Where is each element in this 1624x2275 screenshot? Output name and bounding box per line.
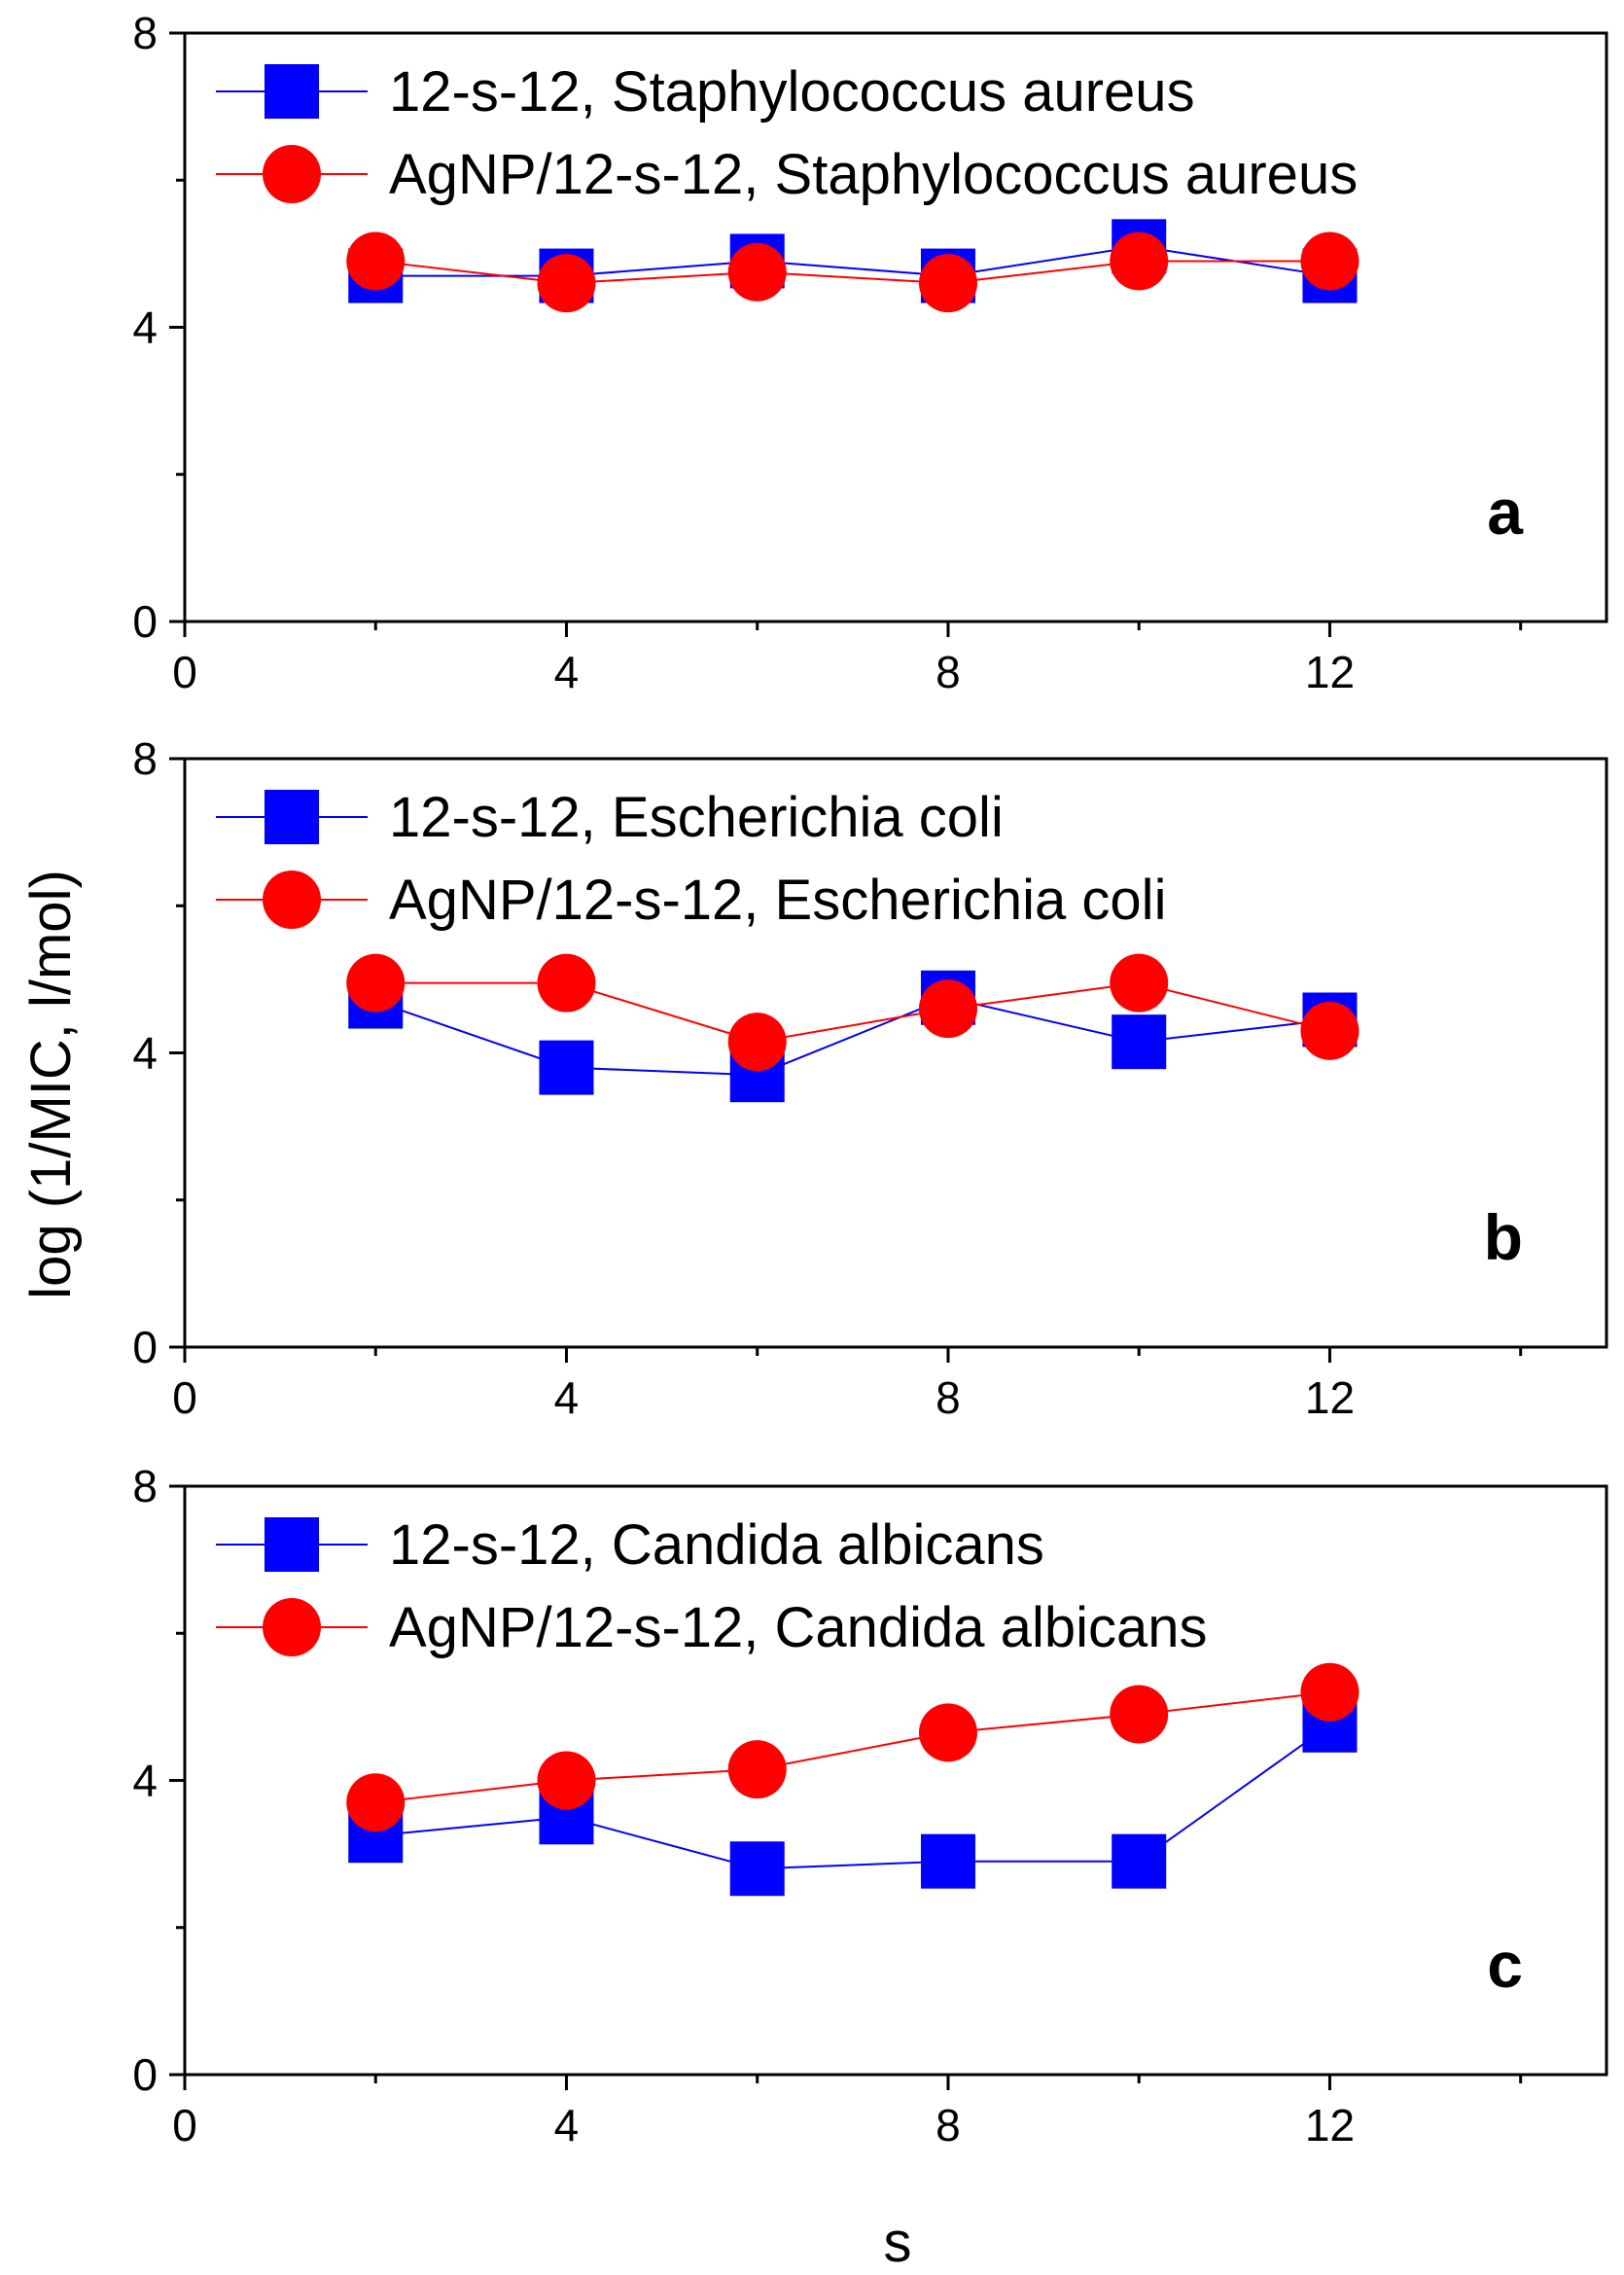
series-line-2 <box>375 1690 1330 1804</box>
x-tick-label: 8 <box>936 1372 961 1423</box>
y-tick-label: 0 <box>132 596 158 647</box>
panel-letter: c <box>1487 1929 1523 2001</box>
data-point-circle <box>727 242 787 302</box>
data-point-circle <box>918 979 977 1039</box>
data-point-circle <box>918 1703 977 1762</box>
data-point-circle <box>346 953 406 1013</box>
x-tick-label: 0 <box>172 2100 197 2151</box>
panels: 0 4 8 12 0 4 8 12-s-12, Staphylococcus aureus Ag… <box>132 8 1608 2151</box>
legend-entry-label: AgNP/12-s-12, Staphylococcus aureus <box>389 143 1358 206</box>
panel-letter: a <box>1487 476 1524 548</box>
x-tick-label: 4 <box>554 2100 580 2151</box>
data-point-circle <box>1110 231 1169 291</box>
data-point-circle <box>727 1013 787 1072</box>
data-point-square <box>1112 1833 1167 1889</box>
legend-marker-square <box>265 790 319 844</box>
x-tick-label: 12 <box>1305 1372 1355 1423</box>
series-line-1 <box>375 1724 1331 1870</box>
data-point-circle <box>918 254 977 313</box>
x-tick-label: 12 <box>1305 647 1355 697</box>
x-tick-label: 4 <box>554 647 580 697</box>
y-tick-label: 8 <box>132 733 158 784</box>
data-point-circle <box>537 953 596 1013</box>
data-point-circle <box>1110 953 1169 1013</box>
data-point-circle <box>727 1740 787 1799</box>
x-tick-label: 0 <box>172 1372 197 1423</box>
series-line-1 <box>375 245 1330 277</box>
y-tick-label: 4 <box>132 302 158 353</box>
legend-entry-label: AgNP/12-s-12, Candida albicans <box>389 1596 1207 1659</box>
data-point-square <box>539 1040 594 1095</box>
data-point-circle <box>1300 231 1359 291</box>
y-tick-label: 4 <box>132 1028 158 1079</box>
y-axis-title: log (1/MIC, l/mol) <box>19 870 83 1299</box>
data-point-square <box>920 1833 975 1889</box>
y-tick-label: 0 <box>132 1322 158 1372</box>
data-point-circle <box>346 1773 406 1832</box>
data-point-circle <box>1300 1662 1359 1722</box>
x-tick-label: 8 <box>936 2100 961 2151</box>
series-line-2 <box>375 981 1330 1044</box>
legend-marker-square <box>265 1517 319 1572</box>
panel-a: 0 4 8 12 0 4 8 12-s-12, Staphylococcus aureus Ag… <box>132 8 1608 697</box>
series-line-2 <box>375 260 1330 285</box>
y-tick-label: 8 <box>132 1461 158 1511</box>
legend-entry-label: AgNP/12-s-12, Escherichia coli <box>389 869 1166 932</box>
legend-entry-label: 12-s-12, Escherichia coli <box>389 786 1004 849</box>
y-tick-label: 4 <box>132 1756 158 1806</box>
legend-marker-circle <box>263 871 321 929</box>
data-point-circle <box>537 1751 596 1810</box>
x-tick-label: 12 <box>1305 2100 1355 2151</box>
y-tick-label: 0 <box>132 2049 158 2100</box>
data-point-circle <box>1110 1685 1169 1744</box>
series-line-1 <box>374 996 1330 1077</box>
data-point-circle <box>1300 1001 1359 1060</box>
data-point-circle <box>537 254 596 313</box>
x-tick-label: 4 <box>554 1372 580 1423</box>
legend-marker-circle <box>263 145 321 203</box>
panel-letter: b <box>1484 1201 1523 1273</box>
y-tick-label: 8 <box>132 8 158 58</box>
x-axis-title: s <box>884 2211 912 2274</box>
data-point-square <box>1112 1014 1167 1070</box>
legend-entry-label: 12-s-12, Candida albicans <box>389 1513 1044 1577</box>
legend-marker-circle <box>263 1598 321 1656</box>
data-point-circle <box>346 231 406 291</box>
panel-c: 0 4 8 12 0 4 8 12-s-12, Candida albicans AgNP/12… <box>132 1461 1608 2151</box>
legend-entry-label: 12-s-12, Staphylococcus aureus <box>389 60 1195 124</box>
data-point-square <box>729 1841 785 1897</box>
x-tick-label: 0 <box>172 647 197 697</box>
legend-marker-square <box>265 64 319 119</box>
x-tick-label: 8 <box>936 647 961 697</box>
panel-b: 0 4 8 12 0 4 8 12-s-12, Escherichia coli AgNP/12… <box>132 733 1608 1423</box>
